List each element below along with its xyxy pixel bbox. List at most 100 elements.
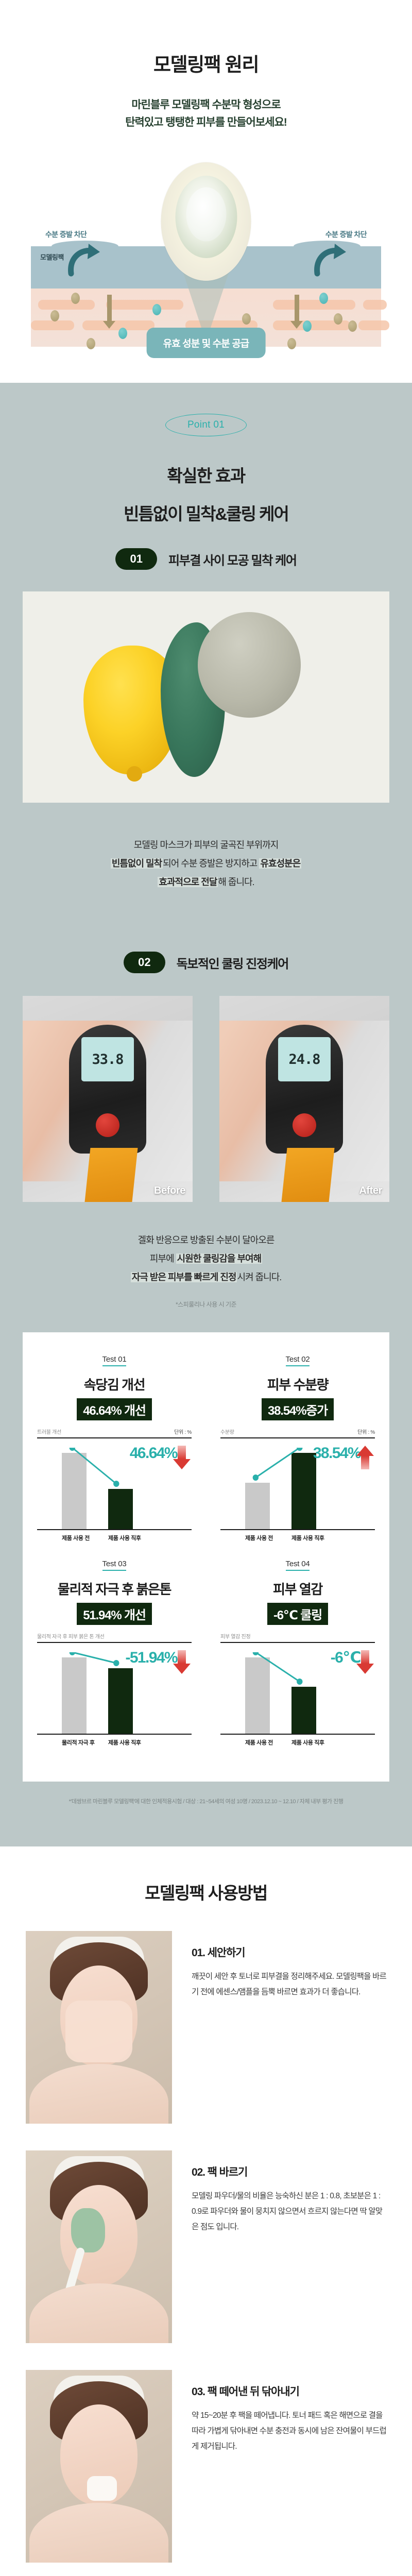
- howto-step: 03. 팩 떼어낸 뒤 닦아내기 약 15~20분 후 팩을 떼어냅니다. 토너…: [23, 2370, 389, 2563]
- chart-unit-label: 단위 : %: [174, 1430, 192, 1436]
- before-label: Before: [154, 1185, 185, 1197]
- chart-bar-after: [291, 1453, 316, 1531]
- absorb-arrow-left: [103, 295, 115, 329]
- chart-delta-value: -51.94%: [125, 1649, 178, 1667]
- chart-result-badge: 46.64% 개선: [77, 1398, 152, 1421]
- chart-delta-value: 38.54%: [313, 1445, 362, 1462]
- step-01-desc: 깨끗이 세안 후 토너로 피부결을 정리해주세요. 모델링팩을 바르기 전에 에…: [192, 1972, 387, 1997]
- evaporation-label-left: 수분 증발 차단: [45, 230, 87, 239]
- section-point-01: Point 01 확실한 효과 빈틈없이 밀착&쿨링 케어 01 피부결 사이 …: [0, 383, 412, 1847]
- body-highlight-c: 효과적으로 전달: [158, 877, 218, 888]
- step-02-desc: 모델링 파우더/물의 비율은 능숙하신 분은 1 : 0.8, 초보분은 1 :…: [192, 2192, 383, 2232]
- chart-metric-title: 물리적 자극 후 붉은톤: [57, 1582, 172, 1598]
- body-highlight-b: 유효성분은: [259, 858, 302, 869]
- chart-x-label: 제품 사용 직후: [108, 1740, 141, 1747]
- modeling-pack-label: 모델링팩: [40, 253, 64, 262]
- section-how-to-use: 모델링팩 사용방법 01. 세안하기 깨끗이 세안 후 토너로 피부결을 정리해…: [0, 1846, 412, 2576]
- chart-x-label: 제품 사용 전: [62, 1535, 90, 1542]
- chart-bar-before: [62, 1453, 87, 1531]
- feature-02-title: 독보적인 쿨링 진정케어: [176, 957, 289, 971]
- chart-axis-header: 피부 열감 진정: [220, 1632, 375, 1643]
- cool-highlight-a: 시원한 쿨링감을 부여해: [176, 1253, 263, 1264]
- chart-x-labels: 제품 사용 전 제품 사용 직후: [220, 1738, 375, 1747]
- gel-blob: [161, 162, 251, 281]
- feature-01-body-line3: 효과적으로 전달 해 줍니다.: [0, 873, 412, 891]
- thermometer-after-screen: 24.8: [278, 1037, 331, 1082]
- chart-result-badge: -6℃ 쿨링: [267, 1603, 329, 1625]
- step-03-desc: 약 15~20분 후 팩을 떼어냅니다. 토너 패드 혹은 해면으로 결을 따라…: [192, 2411, 387, 2451]
- step-02-title: 02. 팩 바르기: [192, 2166, 248, 2179]
- step-03-title: 03. 팩 떼어낸 뒤 닦아내기: [192, 2386, 300, 2398]
- chart-delta-value: -6℃: [330, 1649, 362, 1667]
- chart-plot: -6℃: [220, 1650, 375, 1735]
- chart-delta: -6℃: [331, 1650, 374, 1674]
- cool-line1: 겔화 반응으로 방출된 수분이 달아오른: [138, 1235, 275, 1246]
- cool-plain-b: 시켜 줍니다.: [237, 1272, 282, 1283]
- chart-bar-before: [245, 1657, 270, 1735]
- chart-x-label: 제품 사용 직후: [108, 1535, 141, 1542]
- chart-x-label: 제품 사용 직후: [291, 1740, 324, 1747]
- cool-plain-a: 피부에: [149, 1253, 176, 1264]
- page-title: 모델링팩 원리: [153, 54, 260, 75]
- thermometer-button-icon: [293, 1113, 316, 1138]
- principle-subtitle-line2: 탄력있고 탱탱한 피부를 만들어보세요!: [125, 116, 287, 129]
- cool-line2: 피부에 시원한 쿨링감을 부여해: [0, 1249, 412, 1268]
- howto-title: 모델링팩 사용방법: [145, 1884, 268, 1903]
- feature-01-title: 피부결 사이 모공 밀착 케어: [168, 553, 297, 568]
- step-01-photo: [26, 1931, 172, 2124]
- thermometer-after-reading: 24.8: [288, 1051, 320, 1067]
- chart-x-label: 제품 사용 직후: [291, 1535, 324, 1542]
- chart-card: Test 02 피부 수분량 38.54%증가 수분량 단위 : % 38.54% 제품 사…: [206, 1355, 389, 1560]
- feature-01-body-line1: 모델링 마스크가 피부의 굴곡진 부위까지: [133, 840, 279, 851]
- chart-test-number: Test 02: [285, 1355, 310, 1367]
- feature-01-number: 01: [115, 548, 157, 570]
- step-03-photo: [26, 2370, 172, 2563]
- thermometer-comparison: 33.8 Before 24.8 After: [23, 996, 389, 1202]
- feature-02-body: 겔화 반응으로 방출된 수분이 달아오른 피부에 시원한 쿨링감을 부여해 자극…: [0, 1202, 412, 1286]
- step-01-title: 01. 세안하기: [192, 1947, 246, 1959]
- chart-axis-header: 수분량 단위 : %: [220, 1428, 375, 1439]
- chart-test-number: Test 04: [285, 1560, 310, 1571]
- chart-plot: -51.94%: [37, 1649, 192, 1735]
- chart-x-labels: 제품 사용 전 제품 사용 직후: [37, 1534, 192, 1542]
- study-note: *'데쌍브르 마린블루 모델링팩'에 대한 인체적용시험 / 대상 : 21~5…: [68, 1799, 344, 1805]
- thermometer-before-card: 33.8 Before: [23, 996, 193, 1202]
- point-heading-line2: 빈틈없이 밀착&쿨링 케어: [124, 504, 289, 524]
- feature-01-body-line2: 빈틈없이 밀착 되어 수분 증발은 방지하고 유효성분은: [0, 854, 412, 873]
- chart-axis-header: 트러블 개선 단위 : %: [37, 1428, 192, 1439]
- point-chip: Point 01: [165, 414, 247, 437]
- chart-delta: 46.64%: [129, 1445, 191, 1470]
- chart-bar-after: [291, 1687, 316, 1735]
- chart-unit-label: 단위 : %: [357, 1430, 375, 1436]
- chart-x-label: 제품 사용 전: [245, 1740, 273, 1747]
- feature-02-block: 02 독보적인 쿨링 진정케어 33.8 Before: [0, 952, 412, 1847]
- chart-test-number: Test 03: [102, 1560, 127, 1571]
- chart-plot: 46.64%: [37, 1445, 192, 1531]
- cool-highlight-b: 자극 받은 피부를 빠르게 진정: [130, 1272, 237, 1283]
- chart-axis-label: 수분량: [220, 1430, 234, 1436]
- skin-layer: [31, 289, 389, 350]
- howto-step: 02. 팩 바르기 모델링 파우더/물의 비율은 능숙하신 분은 1 : 0.8…: [23, 2150, 389, 2344]
- evaporation-label-right: 수분 증발 차단: [325, 230, 367, 239]
- point-heading-line1: 확실한 효과: [167, 466, 246, 486]
- chart-x-labels: 물리적 자극 후 제품 사용 직후: [37, 1738, 192, 1747]
- absorb-arrow-right: [290, 295, 303, 329]
- chart-trend-line: [69, 1448, 119, 1487]
- chart-delta-value: 46.64%: [129, 1445, 178, 1462]
- body-plain-b: 해 줍니다.: [218, 877, 254, 888]
- chart-trend-line: [252, 1652, 303, 1685]
- chart-x-labels: 제품 사용 전 제품 사용 직후: [220, 1534, 375, 1542]
- chart-axis-label: 트러블 개선: [37, 1430, 61, 1436]
- chart-test-number: Test 01: [102, 1355, 127, 1367]
- principle-diagram: 수분 증발 차단 수분 증발 차단 모델링팩 유효 성분 및 수분 공급: [0, 151, 412, 359]
- chart-trend-line: [252, 1448, 303, 1481]
- body-plain-a: 되어 수분 증발은 방지하고: [163, 858, 260, 869]
- chart-bar-after: [108, 1489, 133, 1531]
- chart-x-label: 제품 사용 전: [245, 1535, 273, 1542]
- chart-delta: 38.54%: [313, 1445, 374, 1470]
- chart-bar-after: [108, 1668, 133, 1735]
- chart-card: Test 04 피부 열감 -6℃ 쿨링 피부 열감 진정 -6℃ 제품 사용 전 제품 사…: [206, 1560, 389, 1764]
- chart-metric-title: 속당김 개선: [83, 1377, 146, 1393]
- principle-subtitle: 마린블루 모델링팩 수분막 형성으로 탄력있고 탱탱한 피부를 만들어보세요!: [0, 96, 412, 131]
